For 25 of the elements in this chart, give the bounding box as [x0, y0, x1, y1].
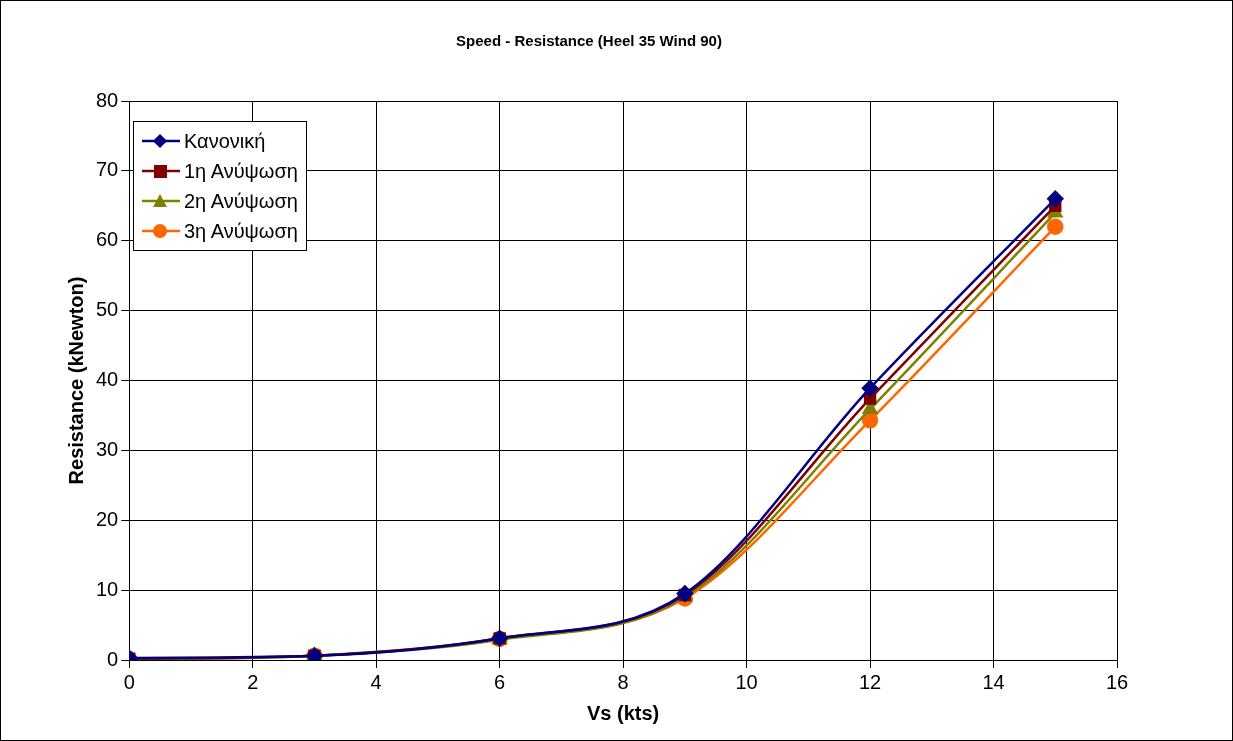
y-tick-label: 60 — [96, 228, 119, 251]
legend-label: 1η Ανύψωση — [184, 159, 298, 184]
x-tick-label: 6 — [494, 670, 506, 693]
y-tick-label: 50 — [96, 298, 119, 321]
x-tick-label: 10 — [735, 670, 758, 693]
x-tick-label: 0 — [123, 670, 135, 693]
y-tick-label: 80 — [96, 88, 119, 111]
legend-label: 3η Ανύψωση — [184, 219, 298, 244]
y-tick-label: 0 — [107, 647, 119, 670]
x-tick-label: 16 — [1105, 670, 1129, 693]
chart-title: Speed - Resistance (Heel 35 Wind 90) — [456, 32, 722, 50]
x-tick-label: 2 — [247, 670, 259, 693]
x-tick-label: 4 — [370, 670, 382, 693]
y-tick-label: 70 — [96, 158, 119, 181]
legend-label: Κανονική — [184, 129, 266, 154]
x-tick-label: 8 — [617, 670, 629, 693]
y-tick-label: 20 — [96, 507, 119, 530]
x-axis-title: Vs (kts) — [587, 701, 660, 724]
y-tick-label: 40 — [96, 368, 119, 391]
legend-label: 2η Ανύψωση — [184, 189, 298, 214]
y-tick-label: 30 — [96, 437, 119, 460]
y-axis-title: Resistance (kNewton) — [64, 276, 87, 485]
x-tick-label: 14 — [982, 670, 1005, 693]
y-tick-label: 10 — [96, 577, 119, 600]
x-tick-label: 12 — [858, 670, 882, 693]
